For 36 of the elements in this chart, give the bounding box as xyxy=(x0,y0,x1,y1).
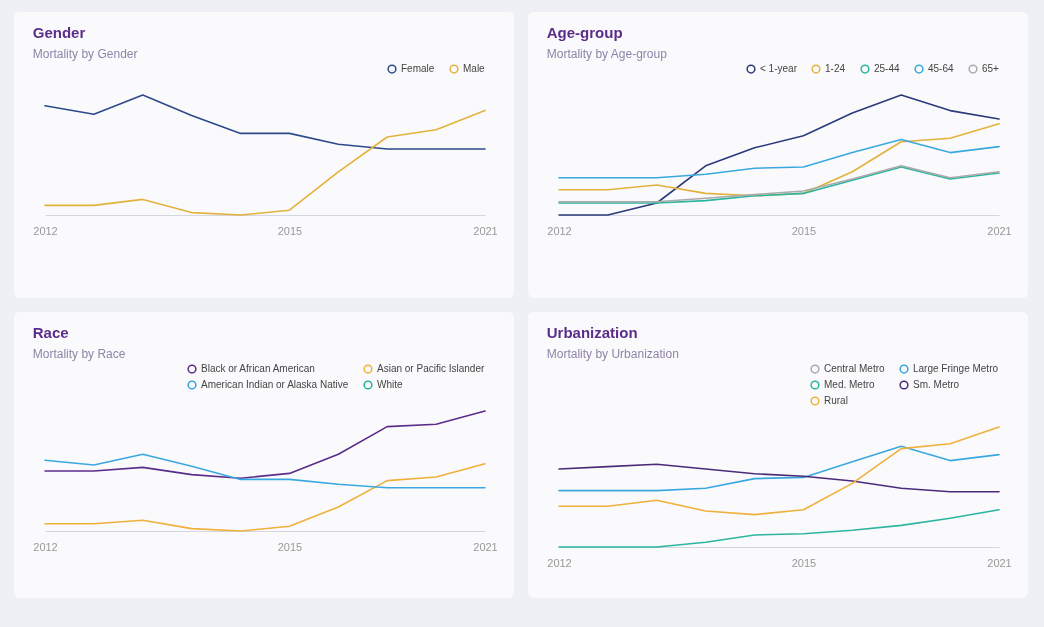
legend-label: 25-44 xyxy=(874,63,901,75)
chart-title: Urbanization xyxy=(546,324,638,341)
legend-label: Central Metro xyxy=(824,363,886,375)
chart-subtitle: Mortality by Age-group xyxy=(546,47,668,61)
legend-label: Black or African American xyxy=(201,363,315,375)
legend-label: Large Fringe Metro xyxy=(913,363,999,375)
x-tick-label: 2015 xyxy=(277,540,303,553)
chart-title: Gender xyxy=(32,24,86,41)
chart-subtitle: Mortality by Race xyxy=(32,347,126,361)
legend-label: 65+ xyxy=(982,63,1000,75)
x-tick-label: 2015 xyxy=(277,224,303,237)
legend-label: < 1-year xyxy=(760,63,798,75)
legend-label: Med. Metro xyxy=(824,379,876,390)
chart-title: Age-group xyxy=(546,24,623,41)
chart-subtitle: Mortality by Urbanization xyxy=(546,347,679,361)
legend-label: 1-24 xyxy=(825,63,846,75)
x-tick-label: 2021 xyxy=(987,224,1012,237)
legend-label: Male xyxy=(463,63,486,75)
x-tick-label: 2015 xyxy=(791,224,817,237)
x-tick-label: 2015 xyxy=(791,556,817,569)
x-tick-label: 2012 xyxy=(33,540,58,553)
legend-label: Sm. Metro xyxy=(913,379,960,390)
legend-label: Asian or Pacific Islander xyxy=(377,363,485,375)
x-tick-label: 2012 xyxy=(33,224,58,237)
x-tick-label: 2021 xyxy=(473,224,498,237)
legend-label: Female xyxy=(401,63,435,75)
chart-title: Race xyxy=(32,324,69,341)
legend-label: White xyxy=(377,379,403,390)
x-tick-label: 2012 xyxy=(547,556,572,569)
x-tick-label: 2021 xyxy=(987,556,1012,569)
legend-label: 45-64 xyxy=(928,63,955,75)
legend-label: American Indian or Alaska Native xyxy=(201,379,349,390)
x-tick-label: 2021 xyxy=(473,540,498,553)
x-tick-label: 2012 xyxy=(547,224,572,237)
legend-label: Rural xyxy=(824,395,848,406)
chart-subtitle: Mortality by Gender xyxy=(32,47,138,61)
